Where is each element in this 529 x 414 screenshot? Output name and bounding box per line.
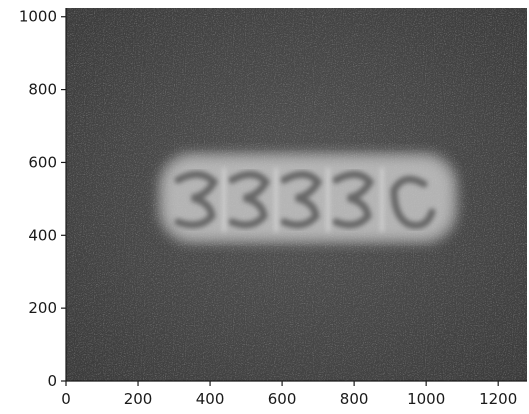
x-tick-label: 600: [268, 390, 297, 408]
y-tick-label: 800: [28, 81, 57, 99]
x-tick-label: 400: [196, 390, 225, 408]
y-tick-label: 200: [28, 299, 57, 317]
x-tick-label: 200: [124, 390, 153, 408]
y-tick-label: 600: [28, 153, 57, 171]
y-tick-label: 1000: [19, 8, 57, 26]
x-tick-label: 1200: [479, 390, 517, 408]
cell-cluster: [158, 152, 458, 244]
x-tick-label: 0: [61, 390, 71, 408]
y-tick-label: 0: [47, 372, 57, 390]
x-tick-label: 1000: [407, 390, 445, 408]
y-tick-label: 400: [28, 226, 57, 244]
image-area: [66, 8, 527, 381]
x-axis: 0 200 400 600 800 1000 1200: [61, 380, 527, 408]
y-axis: 0 200 400 600 800 1000: [19, 8, 67, 390]
x-tick-label: 800: [340, 390, 369, 408]
